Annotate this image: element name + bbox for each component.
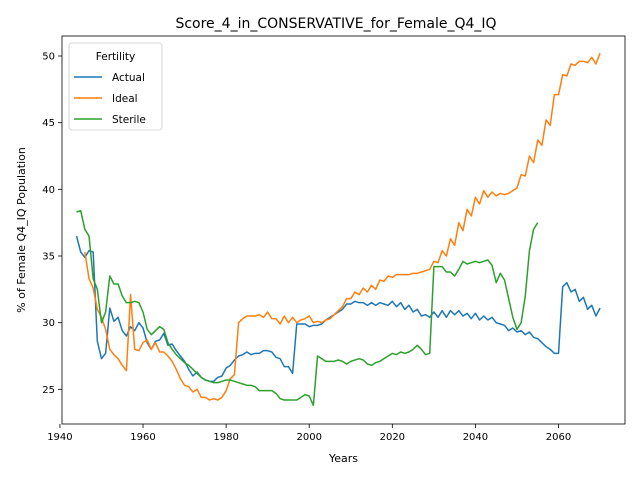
x-tick-label-1940: 1940 xyxy=(47,432,72,443)
x-tick-label-2060: 2060 xyxy=(546,432,571,443)
x-axis-label: Years xyxy=(328,452,358,465)
y-tick-label-45: 45 xyxy=(42,118,55,129)
y-tick-label-30: 30 xyxy=(42,318,55,329)
legend-box xyxy=(68,42,163,131)
chart-title: Score_4_in_CONSERVATIVE_for_Female_Q4_IQ xyxy=(175,16,496,32)
legend-label-ideal: Ideal xyxy=(112,93,138,105)
x-tick-label-1980: 1980 xyxy=(213,432,238,443)
x-tick-label-2020: 2020 xyxy=(380,432,405,443)
y-tick-label-25: 25 xyxy=(42,385,55,396)
x-tick-label-2040: 2040 xyxy=(463,432,488,443)
legend: Fertility Actual Ideal Sterile xyxy=(68,42,163,131)
series-layer xyxy=(75,53,601,407)
y-axis-label: % of Female Q4_IQ Population xyxy=(15,147,28,313)
plot-frame xyxy=(61,35,626,425)
legend-label-actual: Actual xyxy=(112,72,145,84)
series-line-sterile xyxy=(76,209,539,407)
legend-label-sterile: Sterile xyxy=(112,114,146,126)
x-tick-label-2000: 2000 xyxy=(296,432,321,443)
axes-layer: 1940 1960 1980 2000 2020 2040 2060 25 30 35 40 45 50 xyxy=(42,52,571,444)
y-tick-label-40: 40 xyxy=(42,185,55,196)
y-tick-label-35: 35 xyxy=(42,252,55,263)
x-tick-label-1960: 1960 xyxy=(130,432,155,443)
series-line-ideal xyxy=(84,53,601,401)
y-tick-label-50: 50 xyxy=(42,52,55,63)
legend-title: Fertility xyxy=(96,51,135,63)
series-line-actual xyxy=(75,235,601,383)
